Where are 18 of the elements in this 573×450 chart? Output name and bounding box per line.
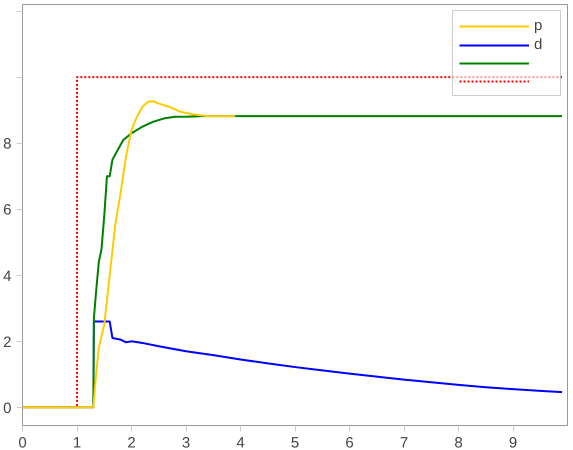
legend-label: p <box>534 17 544 34</box>
x-tick-label: 3 <box>182 434 190 450</box>
legend-label: d <box>534 36 544 53</box>
x-tick-label: 7 <box>400 434 408 450</box>
line-series <box>22 100 236 408</box>
x-tick-label: 0 <box>18 434 27 450</box>
y-tick-label: 2 <box>3 334 12 351</box>
x-tick-label: 2 <box>127 434 136 450</box>
x-tick-label: 5 <box>290 434 300 450</box>
x-tick-label: 6 <box>345 434 354 450</box>
y-tick-label: 8 <box>3 136 12 153</box>
y-tick-label: 4 <box>3 268 12 285</box>
x-tick-label: 9 <box>508 434 518 450</box>
x-tick-label: 8 <box>454 434 463 450</box>
x-tick-label: 1 <box>72 434 82 450</box>
y-tick-label: 6 <box>3 202 12 219</box>
y-tick-label: 0 <box>3 400 12 417</box>
x-tick-label: 4 <box>236 434 245 450</box>
